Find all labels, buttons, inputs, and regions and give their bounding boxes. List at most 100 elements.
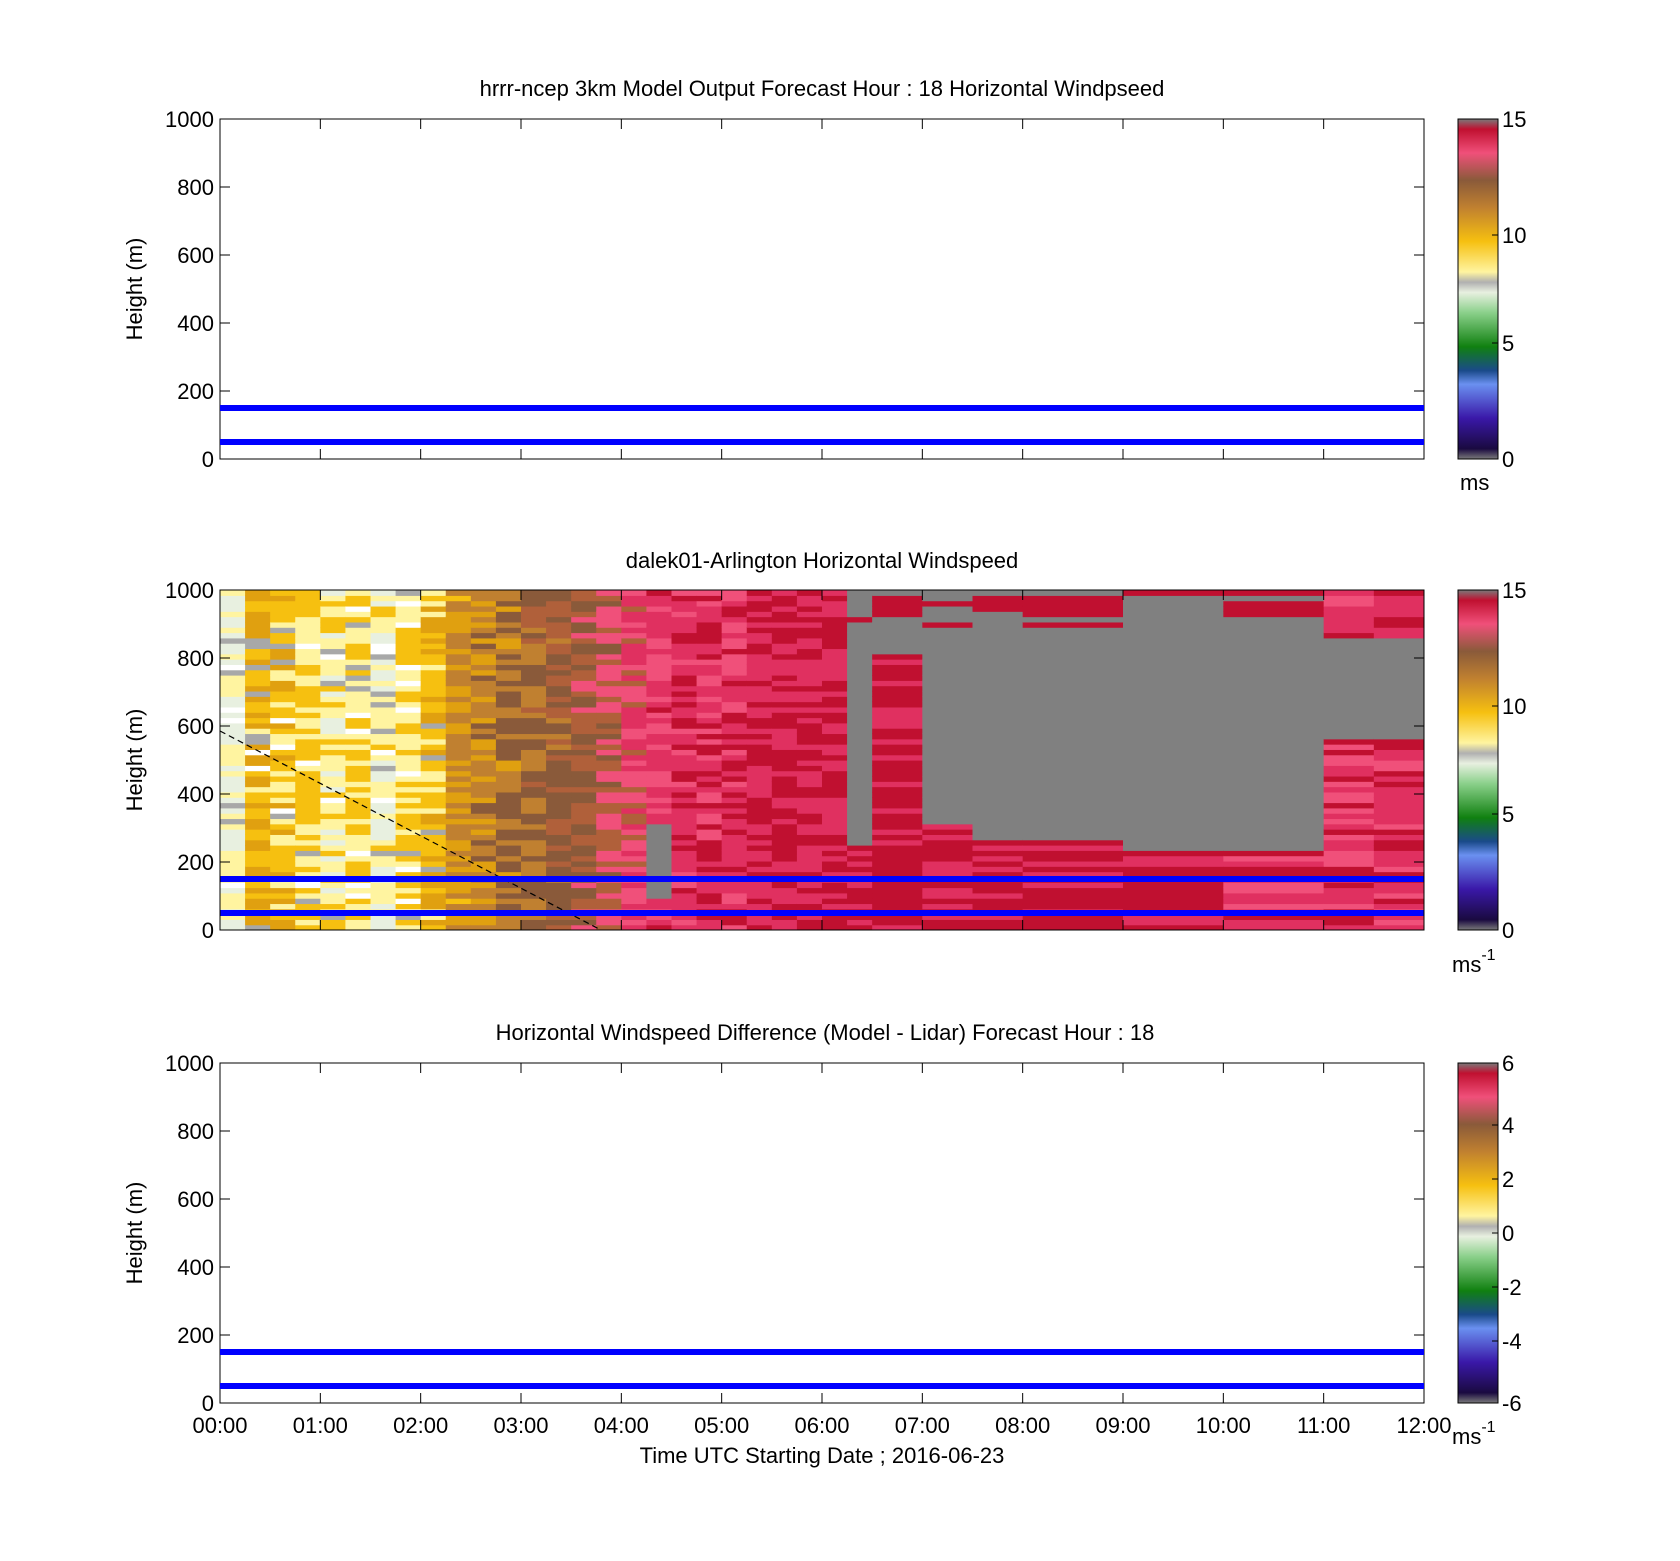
- heatmap-cell: [546, 839, 572, 846]
- heatmap-cell: [972, 760, 1024, 766]
- heatmap-cell: [1022, 813, 1124, 820]
- heatmap-cell: [1323, 818, 1375, 825]
- heatmap-cell: [470, 632, 497, 639]
- heatmap-cell: [345, 791, 372, 798]
- heatmap-cell: [320, 818, 347, 825]
- heatmap-cell: [721, 701, 748, 708]
- heatmap-cell: [696, 919, 723, 926]
- heatmap-cell: [470, 914, 497, 920]
- heatmap-cell: [521, 760, 547, 766]
- heatmap-cell: [646, 791, 673, 798]
- heatmap-cell: [721, 712, 748, 719]
- heatmap-cell: [922, 829, 974, 835]
- heatmap-cell: [1223, 690, 1325, 697]
- heatmap-cell: [721, 791, 748, 798]
- heatmap-cell: [1123, 770, 1224, 777]
- heatmap-cell: [345, 627, 372, 634]
- heatmap-cell: [220, 786, 246, 793]
- heatmap-cell: [771, 775, 798, 782]
- heatmap-cell: [320, 669, 347, 676]
- heatmap-cell: [1373, 728, 1424, 735]
- heatmap-cell: [847, 903, 873, 910]
- heatmap-cell: [1123, 765, 1224, 772]
- heatmap-cell: [546, 903, 572, 910]
- heatmap-cell: [521, 882, 547, 889]
- heatmap-cell: [872, 775, 923, 782]
- heatmap-cell: [1223, 834, 1325, 841]
- heatmap-cell: [345, 781, 372, 788]
- heatmap-cell: [1223, 919, 1325, 926]
- heatmap-cell: [596, 770, 622, 777]
- heatmap-cell: [671, 611, 698, 618]
- heatmap-cell: [1123, 728, 1224, 735]
- heatmap-cell: [796, 834, 823, 841]
- heatmap-cell: [872, 802, 923, 809]
- heatmap-cell: [746, 627, 773, 634]
- heatmap-cell: [1223, 887, 1325, 894]
- heatmap-cell: [245, 717, 271, 724]
- heatmap-cell: [245, 823, 271, 830]
- heatmap-cell: [295, 892, 321, 899]
- heatmap-cell: [621, 834, 648, 841]
- heatmap-cell: [872, 829, 923, 835]
- x-tick-label: 02:00: [393, 1413, 448, 1438]
- heatmap-cell: [1323, 749, 1375, 756]
- heatmap-cell: [822, 919, 848, 926]
- heatmap-cell: [796, 717, 823, 724]
- heatmap-cell: [872, 760, 923, 766]
- heatmap-cell: [345, 892, 372, 899]
- heatmap-cell: [445, 797, 472, 804]
- heatmap-cell: [445, 616, 472, 623]
- heatmap-cell: [495, 834, 522, 841]
- heatmap-cell: [972, 882, 1024, 889]
- heatmap-cell: [245, 685, 271, 692]
- heatmap-cell: [420, 924, 447, 930]
- heatmap-cell: [1323, 637, 1375, 644]
- heatmap-cell: [546, 770, 572, 777]
- heatmap-cell: [646, 643, 673, 650]
- heatmap-cell: [1373, 696, 1424, 703]
- heatmap-cell: [1373, 775, 1424, 782]
- heatmap-cell: [822, 632, 848, 639]
- heatmap-cell: [1323, 845, 1375, 851]
- heatmap-cell: [420, 834, 447, 841]
- heatmap-cell: [445, 648, 472, 655]
- heatmap-cell: [796, 860, 823, 867]
- heatmap-cell: [245, 675, 271, 681]
- heatmap-cell: [495, 802, 522, 809]
- heatmap-cell: [571, 690, 597, 697]
- heatmap-cell: [220, 653, 246, 660]
- heatmap-cell: [320, 685, 347, 692]
- heatmap-cell: [796, 855, 823, 862]
- heatmap-cell: [370, 834, 397, 841]
- heatmap-cell: [696, 659, 723, 665]
- heatmap-cell: [596, 813, 622, 820]
- heatmap-cell: [521, 770, 547, 777]
- heatmap-cell: [872, 850, 923, 857]
- heatmap-cell: [721, 765, 748, 772]
- heatmap-cell: [420, 749, 447, 756]
- heatmap-cell: [395, 659, 422, 665]
- heatmap-cell: [220, 818, 246, 825]
- heatmap-cell: [495, 685, 522, 692]
- heatmap-cell: [771, 675, 798, 681]
- heatmap-cell: [1022, 706, 1124, 713]
- heatmap-cell: [847, 696, 873, 703]
- heatmap-cell: [571, 722, 597, 729]
- heatmap-cell: [571, 754, 597, 761]
- heatmap-cell: [571, 701, 597, 708]
- heatmap-cell: [972, 616, 1024, 623]
- heatmap-cell: [671, 717, 698, 724]
- heatmap-cell: [320, 717, 347, 724]
- heatmap-cell: [771, 643, 798, 650]
- heatmap-cell: [696, 632, 723, 639]
- heatmap-cell: [571, 914, 597, 920]
- heatmap-cell: [796, 722, 823, 729]
- heatmap-cell: [571, 605, 597, 612]
- heatmap-cell: [395, 866, 422, 873]
- heatmap-cell: [1323, 696, 1375, 703]
- heatmap-cell: [721, 903, 748, 910]
- heatmap-cell: [245, 600, 271, 607]
- heatmap-cell: [872, 807, 923, 814]
- heatmap-cell: [796, 600, 823, 607]
